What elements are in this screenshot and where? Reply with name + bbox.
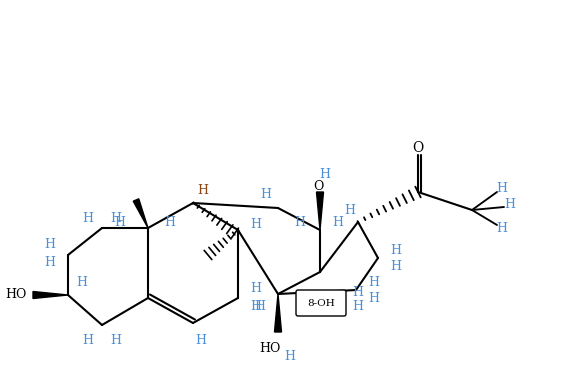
- Text: H: H: [496, 222, 508, 234]
- Text: H: H: [82, 211, 93, 225]
- Text: H: H: [251, 218, 262, 230]
- Text: H: H: [251, 282, 262, 294]
- Text: H: H: [368, 275, 379, 289]
- Text: H: H: [255, 300, 266, 312]
- Polygon shape: [133, 199, 148, 228]
- Text: O: O: [412, 141, 423, 155]
- Text: H: H: [368, 291, 379, 305]
- Text: H: H: [82, 334, 93, 348]
- Polygon shape: [33, 291, 68, 298]
- Text: HO: HO: [259, 341, 281, 355]
- Text: H: H: [496, 182, 508, 194]
- Text: H: H: [285, 350, 295, 362]
- Text: H: H: [165, 215, 176, 229]
- Text: H: H: [45, 256, 56, 270]
- Text: H: H: [295, 215, 306, 229]
- FancyBboxPatch shape: [296, 290, 346, 316]
- Polygon shape: [317, 192, 324, 230]
- Text: H: H: [505, 199, 516, 211]
- Polygon shape: [274, 294, 281, 332]
- Text: H: H: [111, 334, 121, 348]
- Text: O: O: [313, 180, 323, 192]
- Text: H: H: [198, 185, 208, 197]
- Text: H: H: [353, 286, 364, 298]
- Text: H: H: [345, 203, 356, 217]
- Text: H: H: [114, 215, 125, 229]
- Text: H: H: [111, 211, 121, 225]
- Text: H: H: [332, 215, 343, 229]
- Text: H: H: [260, 187, 271, 201]
- Text: H: H: [390, 260, 401, 272]
- Text: H: H: [77, 277, 88, 289]
- Text: HO: HO: [5, 289, 27, 301]
- Text: H: H: [251, 300, 262, 312]
- Text: H: H: [45, 239, 56, 251]
- Text: H: H: [320, 168, 331, 182]
- Text: 8-OH: 8-OH: [307, 298, 335, 308]
- Text: H: H: [353, 300, 364, 312]
- Text: H: H: [195, 334, 206, 348]
- Text: H: H: [390, 244, 401, 256]
